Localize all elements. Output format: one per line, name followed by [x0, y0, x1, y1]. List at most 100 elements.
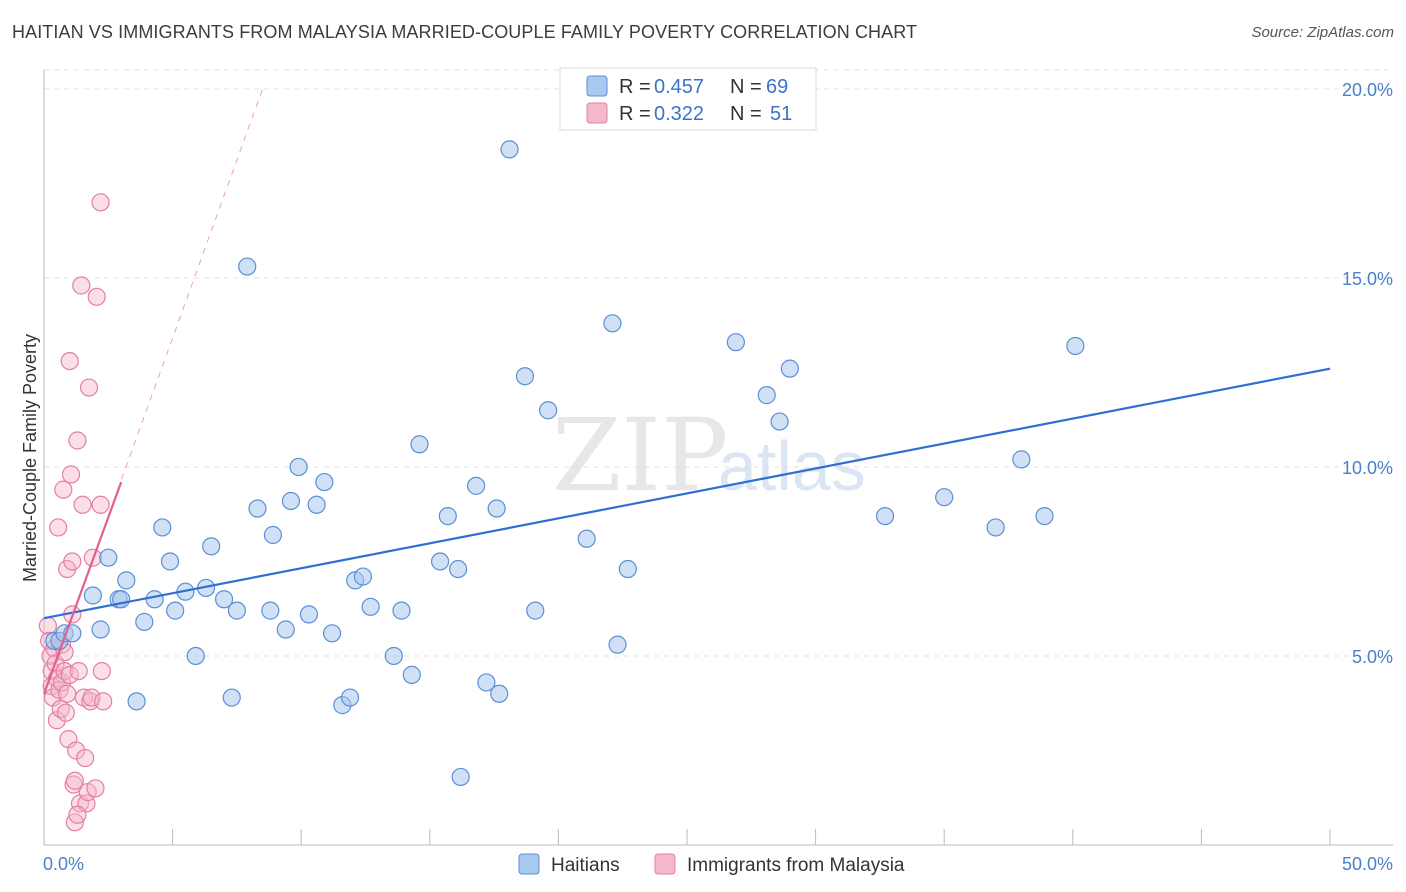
- haitian-point: [430, 552, 450, 571]
- y-axis-title: Married-Couple Family Poverty: [20, 334, 40, 582]
- malaysia-point: [65, 771, 84, 790]
- bottom-legend-label-malaysia: Immigrants from Malaysia: [687, 855, 905, 876]
- malaysia-point: [92, 661, 111, 681]
- watermark-atlas: atlas: [718, 427, 866, 505]
- haitian-point: [500, 140, 519, 159]
- bottom-legend-swatch-haitians: [518, 853, 540, 875]
- haitian-point: [263, 525, 283, 545]
- legend-n-label-malaysia: N =: [730, 103, 762, 125]
- malaysia-point: [73, 495, 92, 514]
- haitian-point: [186, 646, 205, 666]
- haitian-trend-line: [43, 367, 1331, 620]
- haitian-point: [153, 518, 172, 537]
- y-tick-label: 10.0%: [1342, 458, 1393, 478]
- haitian-point: [726, 333, 745, 352]
- haitian-point: [135, 612, 154, 632]
- haitian-point: [99, 548, 118, 567]
- watermark: ZIP atlas: [552, 397, 866, 514]
- haitian-point: [322, 624, 342, 643]
- haitian-point: [490, 684, 509, 703]
- haitian-point: [353, 567, 373, 586]
- malaysia-point: [94, 692, 113, 711]
- haitian-point: [515, 367, 535, 386]
- malaysia-points: [38, 193, 113, 832]
- malaysia-point: [38, 616, 57, 635]
- axes: [43, 70, 1393, 846]
- legend-r-label-malaysia: R =: [619, 103, 651, 125]
- haitian-point: [577, 529, 596, 548]
- haitian-point: [770, 412, 789, 431]
- haitian-point: [618, 559, 637, 579]
- x-tick-label-max: 50.0%: [1342, 854, 1393, 874]
- malaysia-point: [86, 779, 105, 798]
- malaysia-point: [82, 688, 101, 707]
- haitian-point: [384, 646, 403, 666]
- haitian-point: [299, 605, 319, 624]
- series-legend: Haitians Immigrants from Malaysia: [518, 853, 905, 876]
- y-tick-label: 15.0%: [1342, 269, 1393, 289]
- legend-r-label-haitians: R =: [619, 76, 651, 98]
- haitian-point: [307, 495, 326, 514]
- malaysia-point: [63, 552, 82, 571]
- haitian-point: [402, 665, 421, 684]
- malaysia-point: [68, 805, 87, 824]
- haitian-point: [227, 601, 246, 620]
- chart-title: HAITIAN VS IMMIGRANTS FROM MALAYSIA MARR…: [12, 22, 918, 42]
- malaysia-point: [91, 495, 110, 514]
- x-tick-label-min: 0.0%: [43, 854, 84, 874]
- haitian-point: [361, 597, 380, 616]
- haitian-point: [214, 590, 234, 609]
- trend-lines: [42, 88, 1331, 695]
- malaysia-point: [60, 665, 79, 684]
- malaysia-point: [49, 518, 68, 537]
- malaysia-point: [76, 748, 95, 768]
- bottom-legend-swatch-malaysia: [654, 853, 676, 875]
- haitian-point: [1066, 336, 1085, 356]
- haitian-point: [487, 499, 506, 518]
- haitian-point: [202, 537, 221, 556]
- y-tick-label: 5.0%: [1352, 647, 1393, 667]
- haitian-point: [466, 476, 486, 495]
- legend-n-value-malaysia: 51: [770, 103, 792, 125]
- legend-swatch-haitians: [586, 75, 608, 97]
- haitian-point: [289, 457, 308, 477]
- haitian-point: [477, 673, 496, 692]
- haitian-point: [410, 435, 429, 454]
- haitian-point: [526, 601, 545, 620]
- haitian-point: [780, 359, 799, 378]
- haitian-point: [986, 518, 1005, 537]
- haitian-point: [608, 635, 627, 654]
- haitian-point: [451, 767, 470, 787]
- malaysia-point: [69, 661, 88, 681]
- haitian-point: [83, 586, 102, 605]
- haitian-point: [91, 620, 110, 639]
- malaysia-point: [68, 431, 87, 450]
- haitian-point: [248, 499, 267, 518]
- haitian-point: [261, 601, 280, 620]
- malaysia-point: [87, 287, 106, 306]
- malaysia-point: [61, 465, 81, 484]
- haitian-point: [392, 601, 411, 620]
- malaysia-trend-line: [42, 481, 123, 695]
- haitian-point: [875, 506, 895, 526]
- source-label: Source: ZipAtlas.com: [1251, 24, 1394, 41]
- legend-swatch-malaysia: [586, 102, 608, 124]
- legend-n-value-haitians: 69: [766, 76, 788, 98]
- legend-n-label-haitians: N =: [730, 76, 762, 98]
- y-tick-labels: 5.0% 10.0% 15.0% 20.0%: [1342, 80, 1393, 667]
- haitian-point: [160, 552, 180, 571]
- haitian-point: [281, 491, 301, 511]
- haitian-point: [166, 601, 185, 620]
- y-tick-label: 20.0%: [1342, 80, 1393, 100]
- haitian-point: [340, 688, 360, 707]
- malaysia-point: [54, 480, 73, 499]
- malaysia-point: [79, 378, 99, 397]
- malaysia-point: [58, 684, 77, 703]
- correlation-legend: R = 0.457 N = 69 R = 0.322 N = 51: [559, 67, 817, 131]
- legend-r-value-haitians: 0.457: [654, 76, 704, 98]
- haitian-point: [438, 506, 457, 526]
- haitian-point: [603, 314, 622, 333]
- haitian-point: [1035, 506, 1054, 526]
- haitian-point: [935, 488, 954, 507]
